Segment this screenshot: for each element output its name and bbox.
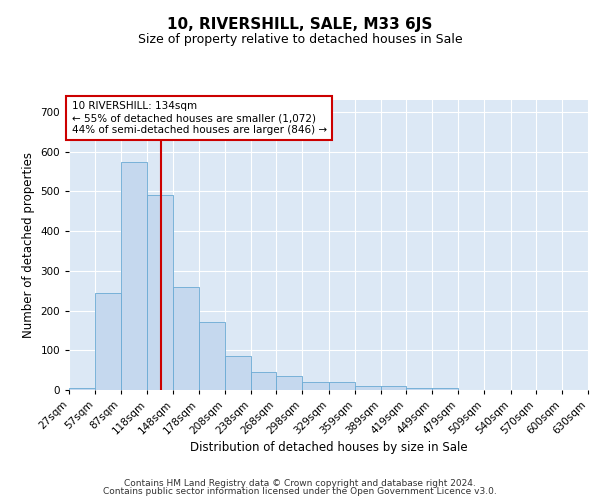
Bar — [173, 286, 199, 390]
Bar — [277, 376, 302, 390]
X-axis label: Distribution of detached houses by size in Sale: Distribution of detached houses by size … — [190, 442, 467, 454]
Bar — [69, 388, 95, 390]
Text: Contains HM Land Registry data © Crown copyright and database right 2024.: Contains HM Land Registry data © Crown c… — [124, 478, 476, 488]
Bar — [121, 162, 148, 390]
Bar — [329, 382, 355, 390]
Bar — [251, 372, 277, 390]
Bar — [302, 382, 329, 390]
Text: 10, RIVERSHILL, SALE, M33 6JS: 10, RIVERSHILL, SALE, M33 6JS — [167, 18, 433, 32]
Bar — [148, 196, 173, 390]
Bar — [199, 322, 225, 390]
Bar — [95, 292, 121, 390]
Bar — [406, 388, 432, 390]
Text: Contains public sector information licensed under the Open Government Licence v3: Contains public sector information licen… — [103, 487, 497, 496]
Bar — [225, 356, 251, 390]
Bar — [355, 386, 380, 390]
Text: Size of property relative to detached houses in Sale: Size of property relative to detached ho… — [137, 32, 463, 46]
Bar — [432, 388, 458, 390]
Bar — [380, 386, 406, 390]
Y-axis label: Number of detached properties: Number of detached properties — [22, 152, 35, 338]
Text: 10 RIVERSHILL: 134sqm
← 55% of detached houses are smaller (1,072)
44% of semi-d: 10 RIVERSHILL: 134sqm ← 55% of detached … — [71, 102, 327, 134]
